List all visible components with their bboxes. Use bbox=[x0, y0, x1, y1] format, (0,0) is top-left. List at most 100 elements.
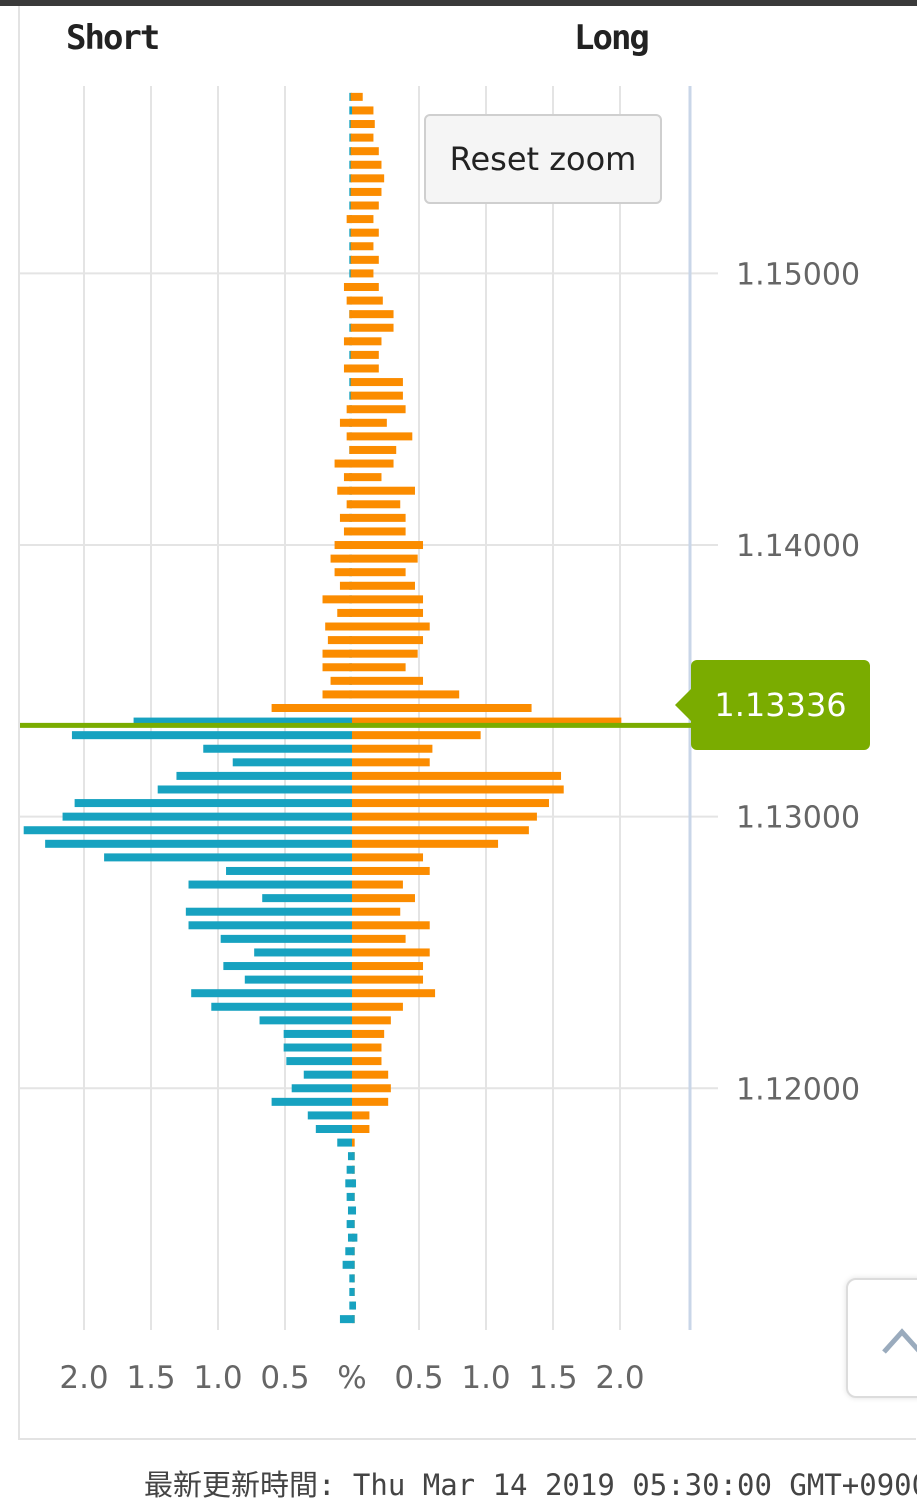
short-bar-orange bbox=[350, 391, 352, 400]
short-bar bbox=[71, 731, 352, 740]
long-bar bbox=[352, 717, 622, 726]
short-bar bbox=[45, 839, 352, 848]
scroll-top-button[interactable] bbox=[846, 1278, 917, 1398]
long-bar bbox=[352, 418, 387, 427]
short-bar-orange bbox=[350, 174, 352, 183]
short-bar bbox=[211, 1002, 352, 1011]
short-bar-orange bbox=[343, 527, 352, 536]
long-bar bbox=[352, 459, 394, 468]
long-bar bbox=[352, 527, 406, 536]
long-bar bbox=[352, 160, 382, 169]
long-bar bbox=[352, 826, 529, 835]
short-bar-orange bbox=[271, 704, 352, 712]
long-bar bbox=[352, 608, 424, 617]
short-bar-orange bbox=[343, 473, 352, 482]
long-bar bbox=[352, 106, 374, 115]
short-bar bbox=[291, 1084, 352, 1093]
short-bar bbox=[346, 1192, 352, 1201]
long-bar bbox=[352, 1084, 391, 1093]
long-bar bbox=[352, 962, 424, 971]
short-bar bbox=[157, 785, 352, 794]
long-bar bbox=[352, 187, 382, 196]
long-bar bbox=[352, 405, 406, 414]
long-bar bbox=[352, 880, 403, 889]
short-bar bbox=[226, 866, 352, 875]
long-bar bbox=[352, 228, 379, 237]
long-bar bbox=[352, 201, 379, 210]
short-bar bbox=[347, 1152, 352, 1161]
long-bar bbox=[352, 1111, 370, 1120]
short-bar-orange bbox=[346, 215, 352, 224]
long-bar bbox=[352, 839, 499, 848]
short-bar-orange bbox=[350, 228, 352, 237]
long-bar bbox=[352, 975, 424, 984]
long-bar bbox=[352, 663, 406, 672]
short-bar bbox=[188, 880, 352, 889]
short-bar bbox=[232, 758, 352, 767]
short-bar-orange bbox=[346, 405, 352, 414]
short-bar-orange bbox=[350, 133, 352, 142]
long-bar bbox=[352, 215, 374, 224]
long-bar bbox=[352, 282, 379, 291]
current-price-label: 1.13336 bbox=[675, 660, 870, 750]
y-tick-label: 1.12000 bbox=[736, 1072, 860, 1107]
short-bar bbox=[188, 921, 352, 930]
long-bar bbox=[352, 595, 424, 604]
short-bar bbox=[345, 1179, 352, 1188]
long-bar bbox=[352, 771, 562, 780]
long-bar bbox=[352, 1070, 389, 1079]
x-tick-label: 2.0 bbox=[595, 1360, 644, 1396]
short-bar-orange bbox=[325, 622, 352, 631]
short-bar-orange bbox=[350, 242, 352, 251]
short-bar bbox=[271, 1097, 352, 1106]
short-bar bbox=[303, 1070, 352, 1079]
long-bar bbox=[352, 445, 397, 454]
long-bar bbox=[352, 378, 403, 387]
long-bar bbox=[352, 500, 401, 509]
long-bar-teal bbox=[352, 1179, 357, 1188]
reset-zoom-button[interactable]: Reset zoom bbox=[424, 114, 662, 204]
short-bar bbox=[223, 962, 352, 971]
short-bar bbox=[349, 106, 352, 115]
short-bar-orange bbox=[327, 636, 352, 645]
short-bar-orange bbox=[349, 445, 352, 454]
long-bar bbox=[352, 296, 383, 305]
long-bar bbox=[352, 255, 379, 264]
long-bar bbox=[352, 568, 406, 577]
long-bar bbox=[352, 934, 406, 943]
long-bar bbox=[352, 541, 424, 550]
last-updated-text: 最新更新時間: Thu Mar 14 2019 05:30:00 GMT+090… bbox=[144, 1468, 917, 1502]
short-bar bbox=[191, 989, 352, 998]
chevron-up-icon bbox=[882, 1328, 917, 1354]
short-bar bbox=[346, 1220, 352, 1229]
long-bar bbox=[352, 310, 394, 319]
long-bar bbox=[352, 1057, 382, 1066]
long-bar bbox=[352, 1016, 391, 1025]
short-bar bbox=[349, 1287, 352, 1296]
long-bar bbox=[352, 486, 415, 495]
short-bar bbox=[23, 826, 352, 835]
long-bar-teal bbox=[352, 1152, 355, 1161]
short-bar bbox=[62, 812, 353, 821]
long-bar bbox=[352, 1002, 403, 1011]
short-bar-orange bbox=[343, 364, 352, 373]
long-bar bbox=[352, 581, 415, 590]
short-bar-orange bbox=[322, 595, 352, 604]
long-label: Long bbox=[574, 18, 650, 58]
x-tick-label: 1.0 bbox=[193, 1360, 242, 1396]
long-bar bbox=[352, 812, 537, 821]
short-bar bbox=[74, 799, 353, 808]
x-tick-label: % bbox=[337, 1360, 366, 1396]
x-tick-label: 1.5 bbox=[528, 1360, 577, 1396]
long-bar-teal bbox=[352, 1274, 355, 1283]
short-bar-orange bbox=[322, 690, 352, 699]
short-bar bbox=[203, 744, 352, 753]
short-bar bbox=[347, 1233, 352, 1242]
long-bar bbox=[352, 907, 401, 916]
short-bar-orange bbox=[350, 378, 352, 387]
long-bar bbox=[352, 676, 424, 685]
long-bar bbox=[352, 989, 436, 998]
long-bar bbox=[352, 513, 406, 522]
short-bar-orange bbox=[346, 432, 352, 441]
long-bar bbox=[352, 948, 430, 957]
